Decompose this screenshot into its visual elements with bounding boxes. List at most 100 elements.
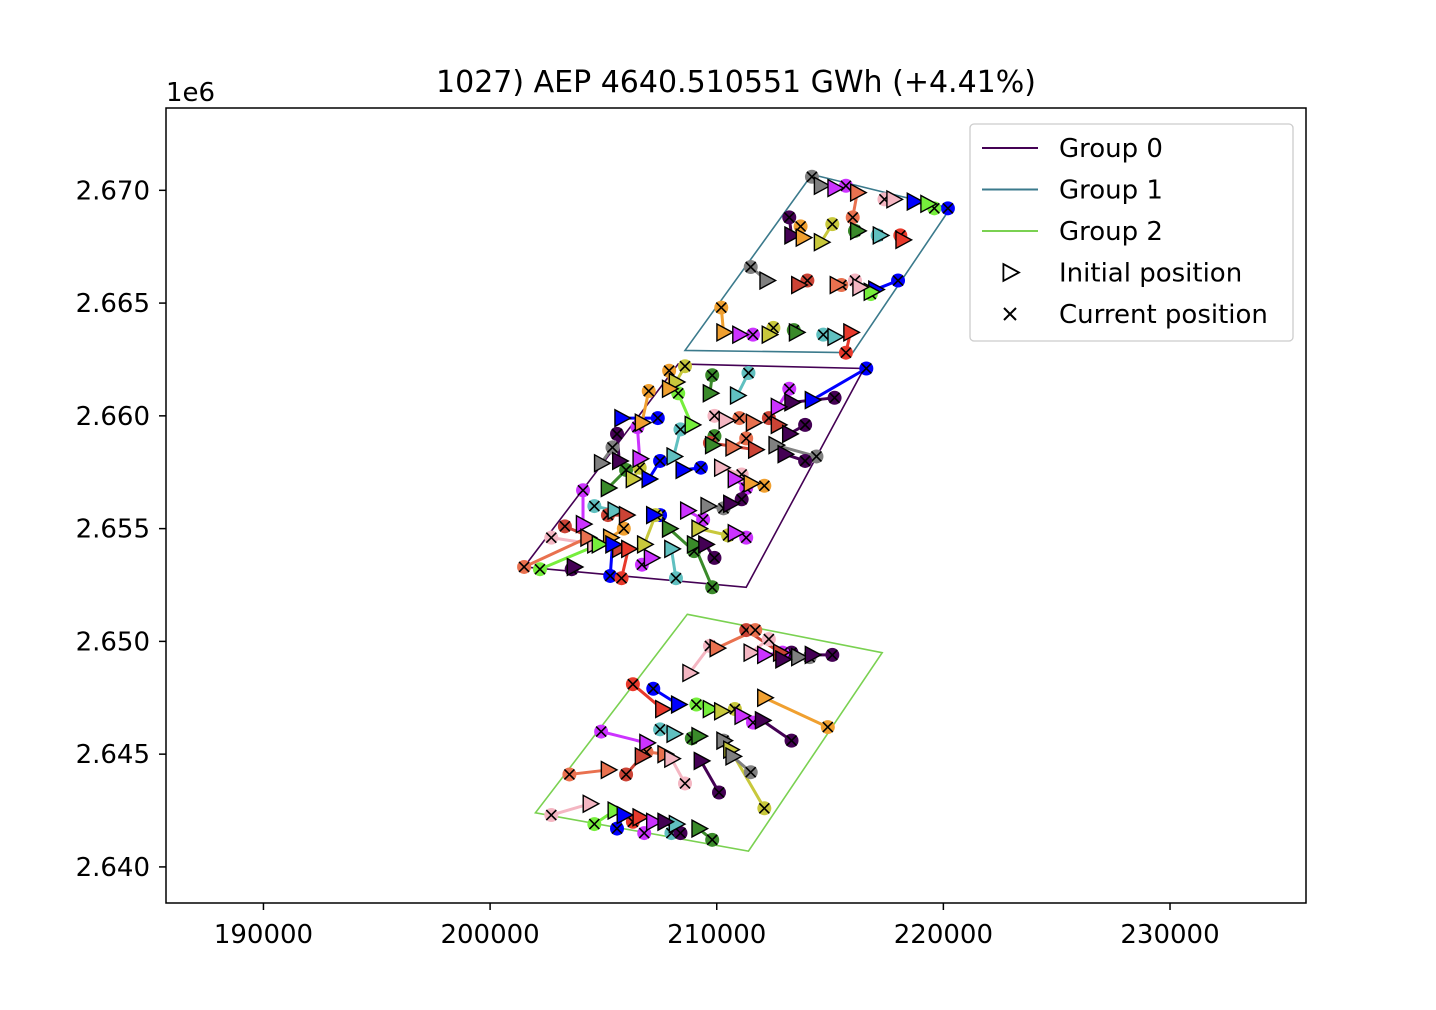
turbine-path [762, 696, 830, 729]
group-boundary [522, 363, 866, 589]
turbine-initial-triangle [745, 413, 764, 433]
turbine-initial-triangle [781, 424, 800, 444]
x-tick-label: 220000 [894, 920, 993, 950]
turbine-initial-triangle [693, 751, 712, 771]
turbine-initial-triangle [813, 176, 832, 196]
turbine-current-x [829, 392, 841, 404]
turbine-path [522, 536, 590, 569]
turbine-current-x [733, 412, 745, 424]
turbine-initial-triangle [625, 469, 644, 489]
y-tick-label: 2.665 [76, 289, 150, 319]
turbine-current-x [810, 450, 823, 463]
turbine-path [810, 366, 868, 402]
turbine-current-x [822, 721, 834, 733]
legend-x-swatch [1003, 307, 1017, 321]
turbine-initial-triangle [906, 192, 925, 212]
turbine-current-x [518, 561, 530, 573]
turbine-initial-triangle [691, 819, 710, 839]
turbine-initial-triangle [727, 523, 746, 543]
turbine-current-x [647, 683, 659, 695]
turbine-current-x [783, 383, 795, 395]
turbine-initial-triangle [657, 812, 676, 832]
turbine-current-x [559, 520, 571, 532]
turbine-current-x [611, 428, 623, 440]
turbine-current-x [545, 809, 557, 821]
turbine-initial-triangle [761, 325, 780, 345]
legend-label: Initial position [1059, 259, 1242, 289]
turbine-initial-triangle [920, 194, 938, 214]
turbine-initial-triangle [729, 385, 748, 406]
turbine-initial-triangle [849, 221, 868, 241]
turbine-initial-triangle [770, 415, 789, 435]
turbine-initial-triangle [611, 451, 630, 471]
turbine-initial-triangle [770, 397, 789, 417]
turbine-current-x [708, 552, 721, 564]
turbine-initial-triangle [759, 270, 778, 291]
legend: Group 0 Group 1 Group 2 Initial position Cur… [969, 123, 1294, 342]
turbine-initial-triangle [645, 812, 664, 832]
turbine-current-x [654, 455, 666, 467]
turbine-initial-triangle [636, 534, 655, 554]
turbine-initial-triangle [691, 726, 710, 746]
turbine-initial-triangle [791, 275, 809, 295]
turbine-current-x [745, 766, 757, 778]
turbine-initial-triangle [700, 496, 719, 516]
turbine-initial-triangle [686, 534, 705, 554]
turbine-initial-triangle [664, 749, 682, 769]
turbine-path [599, 730, 648, 745]
turbine-current-x [620, 768, 632, 781]
turbine-current-x [742, 367, 755, 379]
turbine-initial-triangle [616, 805, 635, 825]
turbine-initial-triangle [682, 663, 701, 683]
turbine-initial-triangle [679, 501, 698, 521]
x-tick-label: 230000 [1120, 920, 1219, 950]
turbine-current-x [588, 500, 600, 512]
turbine-current-x [627, 678, 639, 690]
turbine-initial-triangle [600, 760, 619, 780]
turbine-current-x [706, 369, 718, 381]
x-tick-label: 190000 [214, 920, 313, 950]
turbine-current-x [860, 362, 872, 375]
turbine-initial-triangle [666, 724, 685, 744]
turbine-initial-triangle [827, 327, 846, 347]
turbine-current-x [763, 633, 775, 645]
turbine-initial-triangle [775, 649, 793, 669]
turbine-current-x [783, 211, 795, 223]
turbine-current-x [708, 410, 721, 422]
turbine-current-x [826, 218, 838, 230]
turbine-initial-triangle [600, 478, 619, 498]
turbine-initial-triangle [666, 446, 685, 467]
turbine-initial-triangle [723, 494, 741, 514]
turbine-initial-triangle [757, 688, 775, 708]
turbine-current-x [747, 329, 759, 341]
turbine-current-x [663, 365, 675, 377]
turbine-current-x [604, 570, 616, 582]
turbine-current-x [826, 649, 838, 661]
turbine-initial-triangle [704, 435, 723, 455]
y-axis: 2.640 2.645 2.650 2.655 2.660 2.665 2.670 [76, 176, 166, 883]
turbine-initial-triangle [727, 469, 746, 489]
turbine-initial-triangle [670, 694, 689, 715]
turbine-initial-triangle [591, 534, 610, 554]
turbine-initial-triangle [702, 383, 721, 403]
turbine-current-x [563, 768, 575, 781]
turbine-current-x [654, 723, 666, 735]
turbine-current-x [606, 441, 619, 453]
turbine-initial-triangle [718, 410, 737, 430]
turbine-initial-triangle [804, 390, 823, 410]
turbine-initial-triangle [702, 699, 721, 719]
turbine-initial-triangle [691, 519, 710, 539]
plot-frame [165, 107, 1307, 904]
turbine-initial-triangle [795, 228, 814, 248]
turbine-current-x [745, 261, 757, 273]
turbine-initial-triangle [675, 460, 694, 480]
turbine-initial-triangle [605, 534, 623, 554]
turbine-current-x [618, 523, 630, 535]
turbine-initial-triangle [698, 534, 716, 554]
turbine-initial-triangle [580, 528, 599, 548]
turbine-initial-triangle [734, 706, 753, 726]
turbine-current-x [588, 818, 600, 830]
turbine-current-x [611, 823, 623, 835]
group-boundary [533, 613, 884, 853]
